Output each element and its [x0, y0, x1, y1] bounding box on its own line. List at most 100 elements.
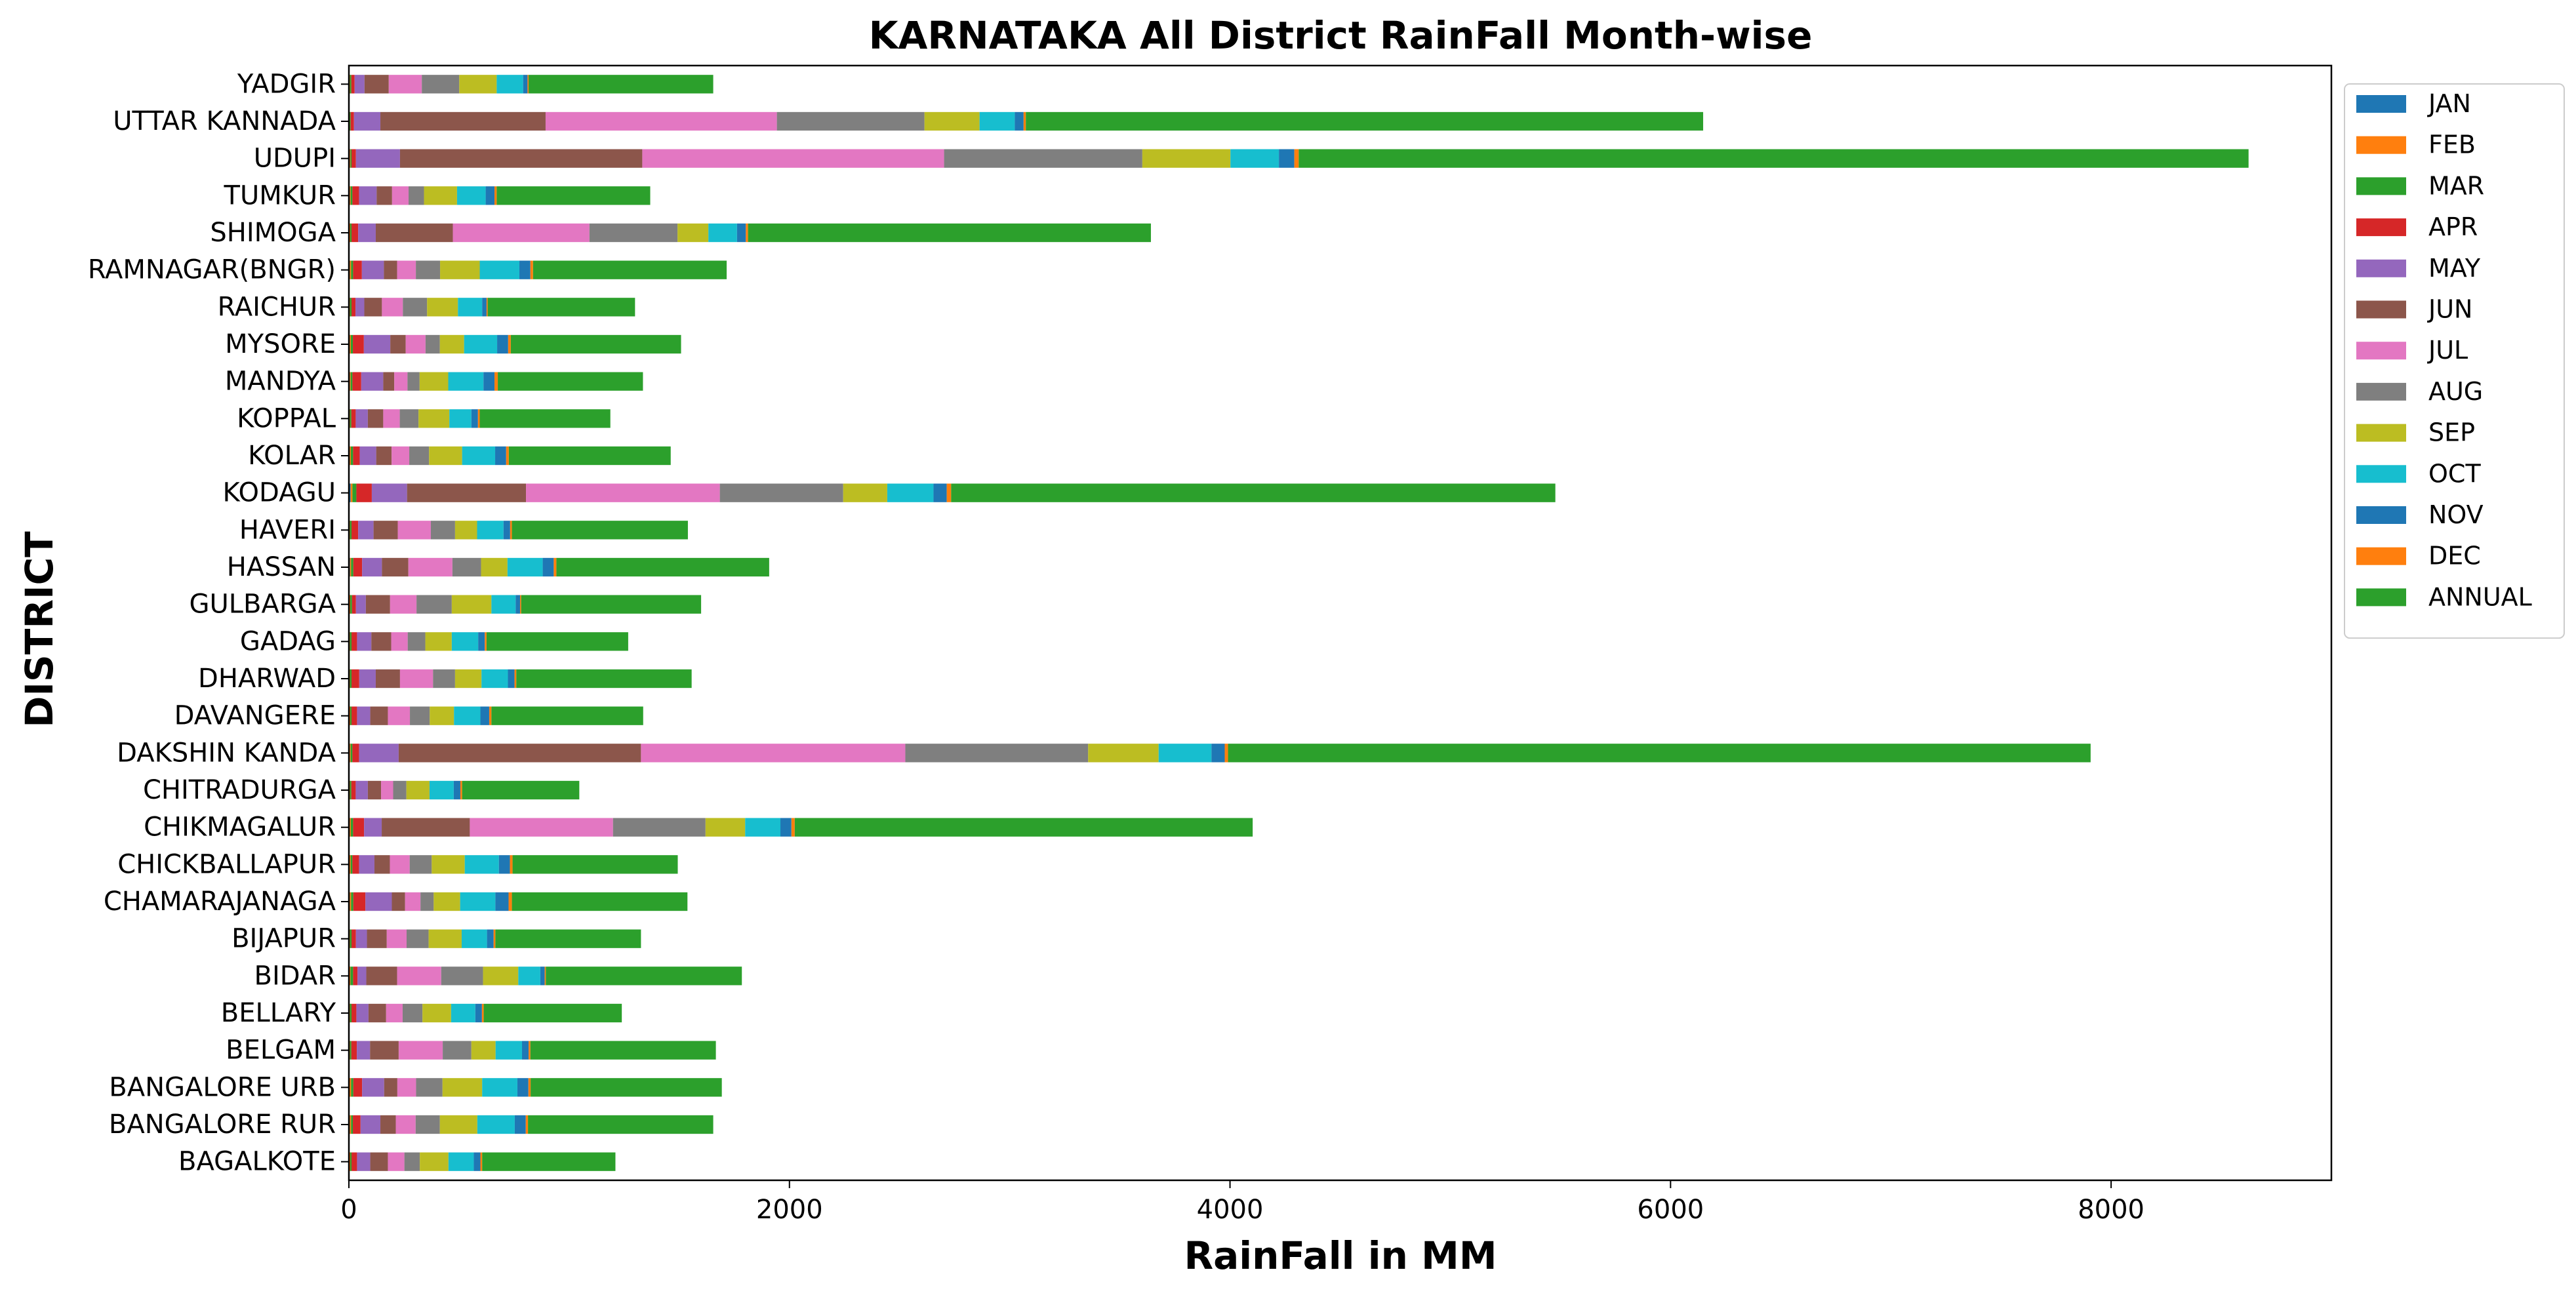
bar-sep-davangere — [430, 706, 454, 725]
bar-jul-uttar-kannada — [545, 111, 777, 131]
bar-jun-ramnagar-bngr- — [384, 260, 397, 279]
bar-sep-shimoga — [677, 223, 709, 243]
bar-oct-bagalkote — [448, 1152, 474, 1171]
bar-dec-tumkur — [494, 186, 497, 205]
bar-dec-chitradurga — [460, 780, 462, 800]
legend-swatch — [2356, 424, 2406, 442]
bar-apr-bijapur — [352, 929, 356, 948]
bar-jul-gadag — [391, 632, 408, 651]
bar-may-bangalore-rur — [360, 1115, 381, 1134]
x-tick-label: 8000 — [2078, 1195, 2144, 1225]
bar-dec-davangere — [489, 706, 492, 725]
bar-dec-mandya — [494, 372, 498, 391]
legend-label: JUL — [2427, 336, 2468, 365]
bar-annual-bangalore-urb — [531, 1078, 722, 1097]
bar-mar-bijapur — [350, 929, 352, 948]
bar-aug-gulbarga — [416, 595, 452, 614]
bar-may-dakshin-kanda — [359, 744, 399, 763]
bar-may-bidar — [357, 967, 367, 986]
bar-oct-tumkur — [456, 186, 486, 205]
bar-mar-chikmagalur — [351, 818, 353, 837]
bar-oct-dharwad — [481, 669, 508, 688]
bar-mar-raichur — [350, 298, 352, 317]
bar-sep-belgam — [471, 1041, 496, 1060]
bar-oct-mandya — [448, 372, 484, 391]
bar-jul-hassan — [408, 557, 453, 577]
legend-label: DEC — [2428, 542, 2481, 570]
bar-sep-kolar — [429, 446, 462, 466]
bar-annual-davangere — [491, 706, 643, 725]
bar-nov-belgam — [522, 1041, 529, 1060]
bar-nov-kodagu — [933, 483, 947, 502]
bar-dec-bijapur — [493, 929, 496, 948]
bar-feb-kolar — [350, 446, 352, 466]
bar-jun-bangalore-rur — [380, 1115, 396, 1134]
bar-may-bagalkote — [357, 1152, 371, 1171]
x-ticks-group: 0 2000 4000 6000 8000 — [340, 1180, 2144, 1225]
bar-nov-shimoga — [736, 223, 746, 243]
bar-jul-bangalore-urb — [397, 1078, 416, 1097]
bar-jun-chamarajanaga — [392, 892, 405, 911]
bar-jul-bellary — [386, 1003, 403, 1023]
bar-feb-bangalore-urb — [350, 1078, 352, 1097]
bar-apr-bagalkote — [352, 1152, 357, 1171]
bar-annual-mandya — [498, 372, 643, 391]
bar-apr-uttar-kannada — [350, 111, 354, 131]
legend-label: JUN — [2427, 295, 2472, 324]
bar-jun-belgam — [370, 1041, 399, 1060]
bar-jul-yadgir — [388, 75, 422, 94]
bar-annual-koppal — [479, 409, 611, 428]
bar-mar-kolar — [351, 446, 353, 466]
bar-aug-tumkur — [409, 186, 424, 205]
y-tick-label: YADGIR — [237, 69, 336, 99]
bar-dec-gadag — [485, 632, 487, 651]
bar-oct-davangere — [454, 706, 481, 725]
legend-label: AUG — [2428, 377, 2483, 406]
bar-may-dharwad — [359, 669, 376, 688]
bar-aug-yadgir — [422, 75, 460, 94]
bar-mar-tumkur — [350, 186, 353, 205]
y-axis-label: DISTRICT — [17, 531, 62, 728]
bar-jul-kolar — [392, 446, 410, 466]
bar-mar-bangalore-rur — [351, 1115, 353, 1134]
bar-dec-bangalore-urb — [528, 1078, 531, 1097]
bar-nov-bijapur — [487, 929, 494, 948]
y-tick-label: KOPPAL — [237, 403, 336, 433]
bar-oct-chikmagalur — [745, 818, 781, 837]
bar-apr-haveri — [352, 521, 359, 540]
bar-jun-kolar — [376, 446, 392, 466]
bar-jul-mandya — [394, 372, 408, 391]
bar-sep-udupi — [1142, 149, 1231, 168]
y-tick-label: CHAMARAJANAGA — [104, 887, 336, 917]
bar-jun-haveri — [373, 521, 398, 540]
bars-group — [349, 75, 2249, 1171]
bar-nov-chikmagalur — [780, 818, 792, 837]
legend-swatch — [2356, 382, 2406, 401]
bar-nov-dharwad — [508, 669, 515, 688]
bar-jun-davangere — [370, 706, 388, 725]
bar-nov-bellary — [475, 1003, 482, 1023]
bar-aug-chitradurga — [393, 780, 407, 800]
bar-may-shimoga — [358, 223, 376, 243]
bar-mar-bidar — [350, 967, 353, 986]
legend-swatch — [2356, 465, 2406, 483]
bar-mar-chamarajanaga — [351, 892, 353, 911]
bar-nov-kolar — [495, 446, 506, 466]
bar-jun-chickballapur — [374, 855, 390, 874]
bar-sep-bangalore-rur — [439, 1115, 477, 1134]
bar-annual-kolar — [508, 446, 671, 466]
bar-apr-mysore — [353, 334, 364, 354]
y-tick-label: KODAGU — [222, 478, 336, 508]
bar-nov-mandya — [483, 372, 495, 391]
bar-annual-chikmagalur — [794, 818, 1253, 837]
bar-dec-bidar — [544, 967, 546, 986]
bar-jul-davangere — [388, 706, 411, 725]
y-tick-label: DAKSHIN KANDA — [117, 738, 336, 768]
bar-mar-yadgir — [350, 75, 352, 94]
bar-nov-gulbarga — [515, 595, 520, 614]
bar-mar-mandya — [350, 372, 353, 391]
x-tick-label: 0 — [340, 1195, 357, 1225]
bar-oct-yadgir — [496, 75, 523, 94]
bar-apr-koppal — [351, 409, 356, 428]
bar-oct-bangalore-rur — [477, 1115, 515, 1134]
